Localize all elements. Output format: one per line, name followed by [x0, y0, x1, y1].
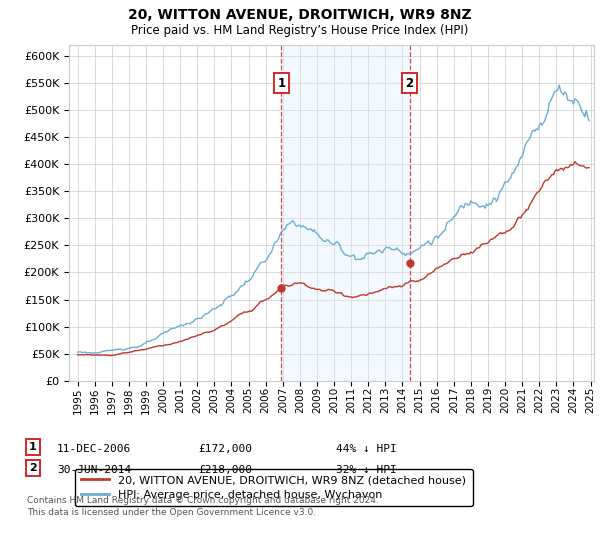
Text: 11-DEC-2006: 11-DEC-2006	[57, 444, 131, 454]
Text: This data is licensed under the Open Government Licence v3.0.: This data is licensed under the Open Gov…	[27, 508, 316, 517]
Text: Price paid vs. HM Land Registry’s House Price Index (HPI): Price paid vs. HM Land Registry’s House …	[131, 24, 469, 36]
Text: 1: 1	[29, 442, 37, 452]
Text: 2: 2	[29, 463, 37, 473]
Text: 2: 2	[406, 77, 413, 90]
Text: £218,000: £218,000	[198, 465, 252, 475]
Bar	[281, 45, 410, 381]
Text: Contains HM Land Registry data © Crown copyright and database right 2024.: Contains HM Land Registry data © Crown c…	[27, 496, 379, 505]
Text: 30-JUN-2014: 30-JUN-2014	[57, 465, 131, 475]
Text: 1: 1	[277, 77, 286, 90]
Legend: 20, WITTON AVENUE, DROITWICH, WR9 8NZ (detached house), HPI: Average price, deta: 20, WITTON AVENUE, DROITWICH, WR9 8NZ (d…	[74, 469, 473, 506]
Text: 44% ↓ HPI: 44% ↓ HPI	[336, 444, 397, 454]
Text: 20, WITTON AVENUE, DROITWICH, WR9 8NZ: 20, WITTON AVENUE, DROITWICH, WR9 8NZ	[128, 8, 472, 22]
Text: £172,000: £172,000	[198, 444, 252, 454]
Text: 32% ↓ HPI: 32% ↓ HPI	[336, 465, 397, 475]
